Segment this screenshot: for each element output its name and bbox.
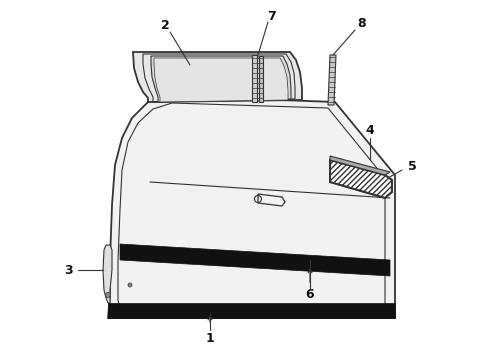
Polygon shape <box>328 55 336 105</box>
Circle shape <box>105 292 111 297</box>
Polygon shape <box>330 156 390 175</box>
Polygon shape <box>330 160 392 198</box>
Polygon shape <box>120 244 390 276</box>
Text: 4: 4 <box>366 123 374 136</box>
Text: 3: 3 <box>64 264 73 276</box>
Polygon shape <box>259 56 263 102</box>
Text: 5: 5 <box>408 159 416 172</box>
Text: 6: 6 <box>306 288 314 302</box>
Text: 1: 1 <box>206 332 215 345</box>
Polygon shape <box>133 52 302 102</box>
Polygon shape <box>151 56 291 102</box>
Polygon shape <box>252 55 257 102</box>
Circle shape <box>128 283 132 287</box>
Text: 8: 8 <box>358 17 367 30</box>
Polygon shape <box>108 96 395 318</box>
Text: 2: 2 <box>161 18 170 32</box>
Polygon shape <box>108 303 395 318</box>
Polygon shape <box>103 245 112 303</box>
Text: 7: 7 <box>268 9 276 23</box>
Polygon shape <box>154 58 288 102</box>
